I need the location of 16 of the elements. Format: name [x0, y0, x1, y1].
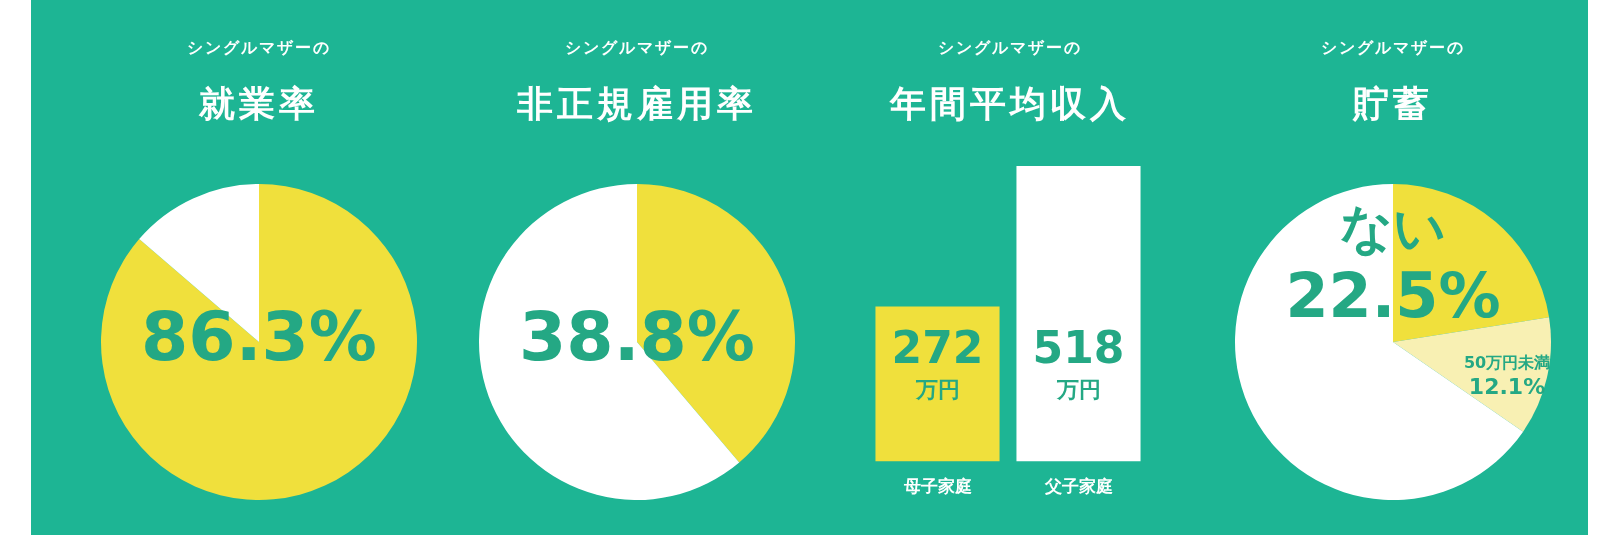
slice-label: 50万円未満: [1463, 353, 1551, 373]
chart-subtitle: シングルマザーの: [564, 38, 710, 59]
chart-title: 就業率: [198, 82, 320, 126]
chart-subtitle: シングルマザーの: [937, 38, 1083, 59]
slice-label: ない: [1340, 197, 1446, 258]
chart-subtitle: シングルマザーの: [186, 38, 332, 59]
data-label: 518 万円: [1032, 322, 1125, 403]
data-label: 86.3%: [141, 296, 377, 376]
data-label: 272 万円: [891, 322, 984, 403]
x-tick-label: 父子家庭: [1043, 476, 1113, 497]
chart-title: 年間平均収入: [888, 82, 1131, 126]
chart-subtitle: シングルマザーの: [1320, 38, 1466, 59]
x-tick-label: 母子家庭: [902, 476, 972, 497]
data-label: 12.1%: [1468, 373, 1546, 399]
chart-title: 非正規雇用率: [516, 82, 758, 126]
chart-title: 貯蓄: [1351, 82, 1434, 126]
